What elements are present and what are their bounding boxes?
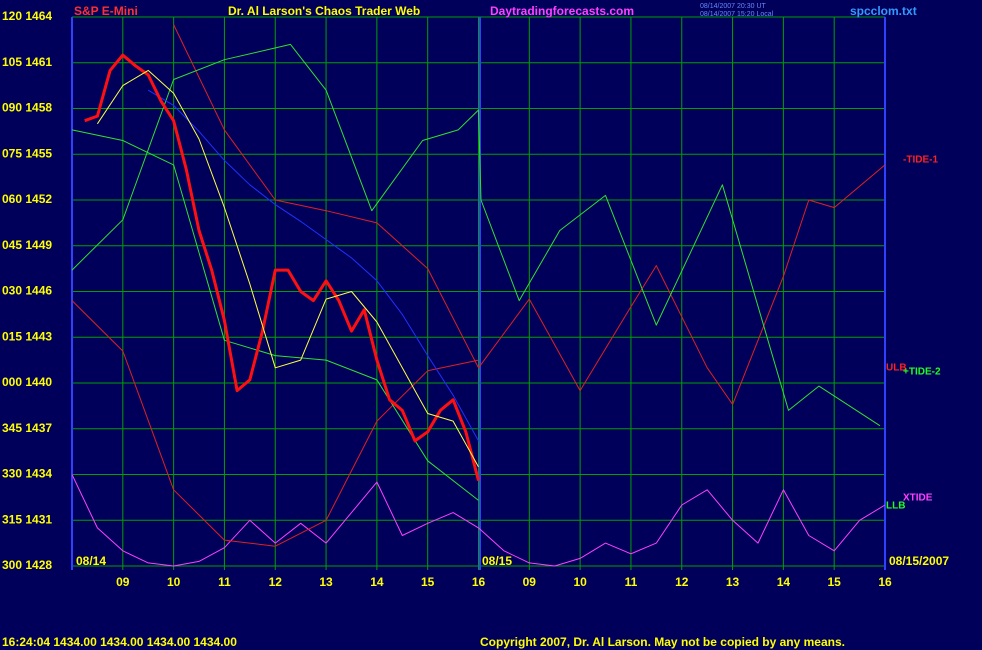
x-tick-label: 15	[421, 575, 435, 589]
series-line	[71, 474, 886, 567]
x-tick-label: 12	[675, 575, 689, 589]
series-line	[71, 43, 881, 427]
date-label: 08/15/2007	[889, 554, 949, 568]
x-tick-label: 11	[218, 575, 231, 589]
y-tick-label: 060 1452	[2, 192, 52, 206]
date-label: 08/15	[482, 554, 512, 568]
grid	[72, 16, 886, 570]
x-tick-label: 13	[319, 575, 333, 589]
x-tick-label: 12	[269, 575, 283, 589]
y-tick-label: 345 1437	[2, 421, 52, 435]
file-name: spcclom.txt	[850, 4, 917, 18]
right-label: XTIDE	[903, 493, 933, 504]
right-label: LLB	[886, 501, 905, 512]
right-label: ULB	[886, 363, 907, 374]
y-tick-label: 030 1446	[2, 284, 52, 298]
copyright: Copyright 2007, Dr. Al Larson. May not b…	[480, 635, 845, 649]
series-line	[96, 69, 479, 468]
y-tick-label: 120 1464	[2, 9, 52, 23]
x-tick-label: 14	[370, 575, 384, 589]
date-label: 08/14	[76, 554, 106, 568]
x-tick-label: 14	[777, 575, 791, 589]
symbol: S&P E-Mini	[74, 4, 138, 18]
x-tick-label: 10	[167, 575, 181, 589]
series-line	[147, 89, 479, 442]
timestamp: 08/14/2007 15:20 Local	[700, 11, 774, 18]
status-line: 16:24:04 1434.00 1434.00 1434.00 1434.00	[2, 635, 237, 649]
y-tick-label: 330 1434	[2, 467, 52, 481]
series-line	[84, 53, 480, 481]
timestamp: 08/14/2007 20:30 UT	[700, 3, 766, 10]
x-tick-label: 13	[726, 575, 740, 589]
x-tick-label: 09	[116, 575, 130, 589]
y-tick-label: 000 1440	[2, 375, 52, 389]
x-tick-label: 11	[625, 575, 638, 589]
y-tick-label: 015 1443	[2, 329, 52, 343]
right-label: +TIDE-2	[903, 367, 941, 378]
y-tick-label: 105 1461	[2, 55, 52, 69]
chart-title: Dr. Al Larson's Chaos Trader Web	[228, 4, 420, 18]
series-line	[173, 24, 886, 405]
series-line	[71, 300, 479, 547]
x-tick-label: 15	[828, 575, 842, 589]
x-tick-label: 09	[523, 575, 537, 589]
website: Daytradingforecasts.com	[490, 4, 634, 18]
x-tick-label: 16	[472, 575, 486, 589]
plot	[71, 24, 886, 567]
right-label: -TIDE-1	[903, 155, 938, 166]
y-tick-label: 045 1449	[2, 238, 52, 252]
y-tick-label: 315 1431	[2, 512, 52, 526]
x-tick-label: 10	[573, 575, 587, 589]
y-tick-label: 090 1458	[2, 101, 52, 115]
y-tick-label: 300 1428	[2, 558, 52, 572]
y-tick-label: 075 1455	[2, 146, 52, 160]
x-tick-label: 16	[878, 575, 892, 589]
